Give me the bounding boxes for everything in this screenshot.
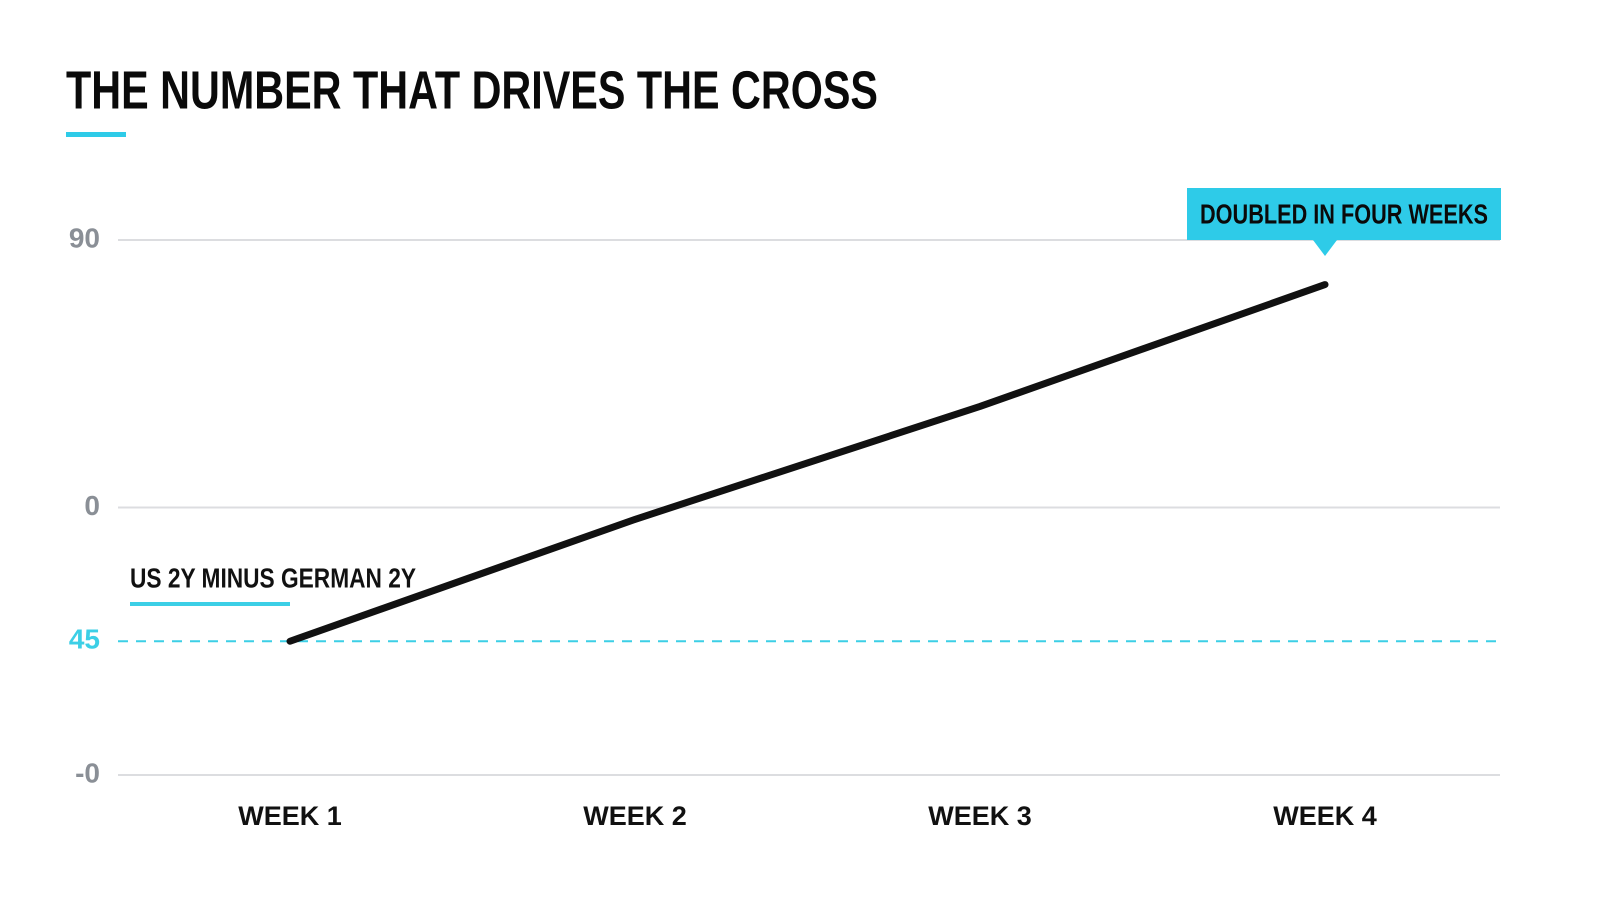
series-label-underline <box>130 602 290 606</box>
y-tick-label: -0 <box>75 757 100 788</box>
y-tick-label: 90 <box>69 222 100 253</box>
series-label: US 2Y MINUS GERMAN 2Y <box>130 562 416 593</box>
x-tick-label: WEEK 2 <box>583 801 687 831</box>
x-tick-label: WEEK 4 <box>1273 801 1377 831</box>
chart-title: THE NUMBER THAT DRIVES THE CROSS <box>66 60 878 120</box>
annotation-text: DOUBLED IN FOUR WEEKS <box>1200 198 1488 229</box>
x-tick-label: WEEK 3 <box>928 801 1032 831</box>
series-line <box>286 281 1329 645</box>
y-tick-label: 45 <box>69 624 100 655</box>
annotation-pointer <box>1313 240 1337 256</box>
annotation-box <box>1187 188 1501 240</box>
y-tick-label: 0 <box>84 490 100 521</box>
title-underline <box>66 132 126 137</box>
x-tick-label: WEEK 1 <box>238 801 342 831</box>
